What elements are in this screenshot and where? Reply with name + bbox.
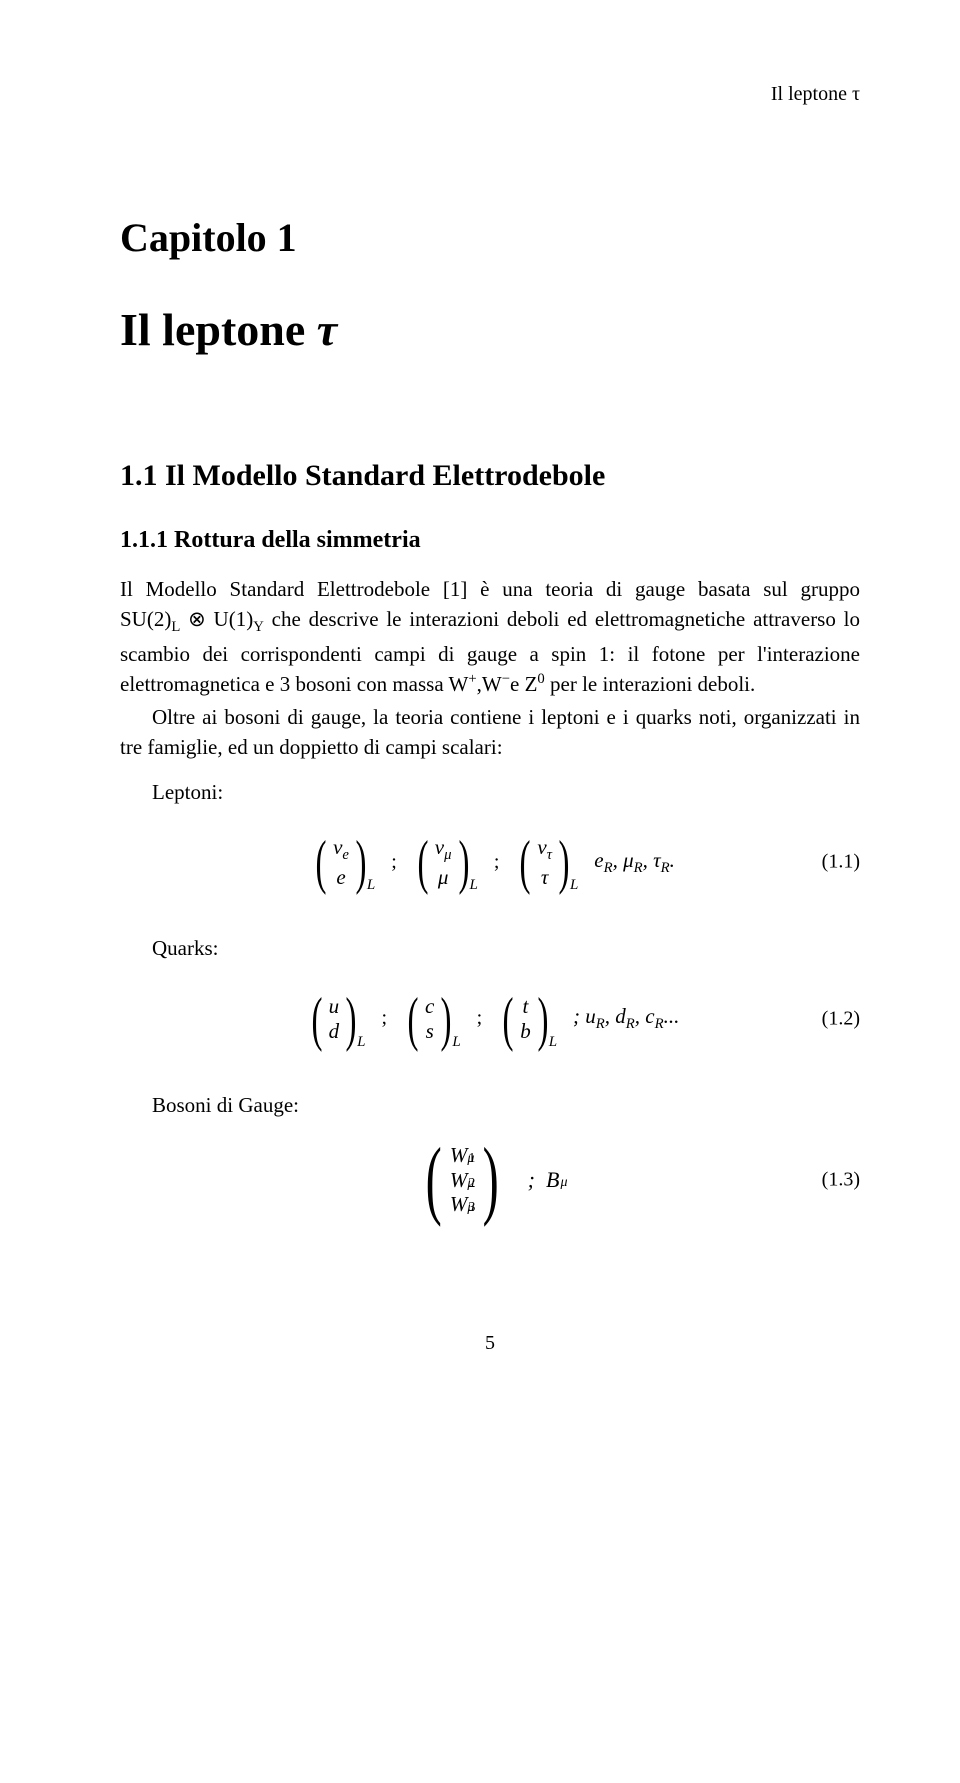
equation-1: ( νe e ) L ; ( νμ μ ) L ; ( ντ τ ) L eR,… [120,827,860,897]
running-head: Il leptone τ [120,80,860,109]
eq2-d2-bot: s [426,1019,434,1043]
chapter-title: Il leptone τ [120,297,860,364]
subsection-title: 1.1.1 Rottura della simmetria [120,523,860,558]
eq1-doublet-2: ( νμ μ ) L [413,835,478,889]
eq2-number: (1.2) [822,1004,860,1033]
eq1-d3-bot: τ [541,865,549,889]
eq2-d1-bot: d [329,1019,340,1043]
eq2-doublet-1: ( u d ) L [307,992,366,1046]
equation-3: ( W1μ W2μ W3μ ) ; Bμ (1.3) [120,1140,860,1219]
eq2-doublet-2: ( c s ) L [403,992,461,1046]
tau-symbol: τ [317,304,337,355]
eq3-triplet: ( W1μ W2μ W3μ ) [419,1140,506,1219]
eq3-r3: W3μ [450,1192,475,1216]
eq-sep: ; [391,848,397,877]
eq1-doublet-3: ( ντ τ ) L [515,835,578,889]
eq1-doublet-1: ( νe e ) L [311,835,375,889]
eq3-r2: W2μ [450,1168,475,1192]
paragraph-1: Il Modello Standard Elettrodebole [1] è … [120,574,860,700]
eq-sep: ; [477,1004,483,1033]
eq1-tail: eR, μR, τR. [594,845,675,880]
eq1-d2-sub: L [469,875,477,897]
page-number: 5 [120,1329,860,1358]
gauge-label: Bosoni di Gauge: [120,1090,860,1120]
eq1-d2-top: νμ [435,835,452,864]
eq3-r1: W1μ [450,1143,475,1167]
eq2-d2-sub: L [452,1032,460,1054]
leptoni-label: Leptoni: [120,777,860,807]
chapter-title-text: Il leptone [120,304,305,355]
eq1-d1-top: νe [333,835,349,864]
eq2-d2-top: c [425,994,434,1018]
eq2-d3-top: t [523,994,529,1018]
eq1-d1-sub: L [367,875,375,897]
equation-2: ( u d ) L ; ( c s ) L ; ( t b ) L ; uR, … [120,984,860,1054]
eq3-tail: ; Bμ [528,1164,568,1196]
eq-sep: ; [381,1004,387,1033]
eq2-doublet-3: ( t b ) L [498,992,557,1046]
eq2-d3-sub: L [549,1032,557,1054]
quarks-label: Quarks: [120,933,860,963]
section-title: 1.1 Il Modello Standard Elettrodebole [120,454,860,498]
paragraph-2: Oltre ai bosoni di gauge, la teoria cont… [120,702,860,763]
chapter-label: Capitolo 1 [120,209,860,267]
eq2-tail: ; uR, dR, cR... [573,1001,679,1036]
eq1-d3-top: ντ [537,835,552,864]
eq2-d1-sub: L [357,1032,365,1054]
eq3-number: (1.3) [822,1165,860,1194]
eq-sep: ; [494,848,500,877]
eq1-d3-sub: L [570,875,578,897]
eq2-d1-top: u [329,994,340,1018]
eq1-d1-bot: e [336,865,345,889]
eq1-number: (1.1) [822,848,860,877]
eq2-d3-bot: b [520,1019,531,1043]
eq1-d2-bot: μ [438,865,449,889]
